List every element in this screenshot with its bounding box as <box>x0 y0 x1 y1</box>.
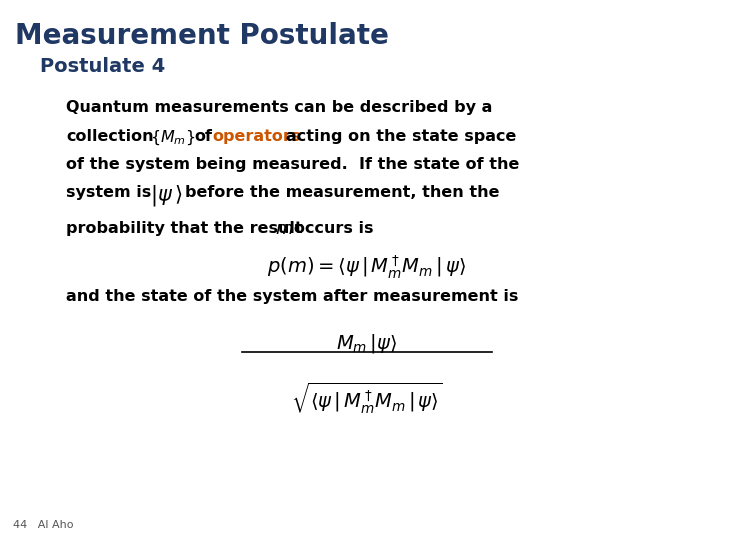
Text: Quantum measurements can be described by a: Quantum measurements can be described by… <box>66 100 493 115</box>
Text: acting on the state space: acting on the state space <box>286 129 517 144</box>
Text: system is: system is <box>66 185 151 200</box>
Text: collection: collection <box>66 129 153 144</box>
Text: operators: operators <box>213 129 301 144</box>
Text: $\sqrt{\langle\psi\,|\,M_m^\dagger M_m\,|\,\psi\rangle}$: $\sqrt{\langle\psi\,|\,M_m^\dagger M_m\,… <box>291 381 443 416</box>
Text: probability that the result: probability that the result <box>66 221 302 237</box>
Text: of: of <box>195 129 213 144</box>
Text: Measurement Postulate: Measurement Postulate <box>15 22 388 50</box>
Text: before the measurement, then the: before the measurement, then the <box>185 185 499 200</box>
Text: Postulate 4: Postulate 4 <box>40 57 166 76</box>
Text: 44   Al Aho: 44 Al Aho <box>13 520 73 530</box>
Text: of the system being measured.  If the state of the: of the system being measured. If the sta… <box>66 157 520 172</box>
Text: $\{M_m\}$: $\{M_m\}$ <box>150 129 196 147</box>
Text: and the state of the system after measurement is: and the state of the system after measur… <box>66 289 518 304</box>
Text: $|\psi\,\rangle$: $|\psi\,\rangle$ <box>150 183 183 208</box>
Text: $M_m\,|\psi\rangle$: $M_m\,|\psi\rangle$ <box>336 332 398 355</box>
Text: occurs is: occurs is <box>294 221 373 237</box>
Text: $m$: $m$ <box>275 220 294 238</box>
Text: $p(m) = \langle\psi\,|\,M_m^\dagger M_m\,|\,\psi\rangle$: $p(m) = \langle\psi\,|\,M_m^\dagger M_m\… <box>267 254 467 281</box>
